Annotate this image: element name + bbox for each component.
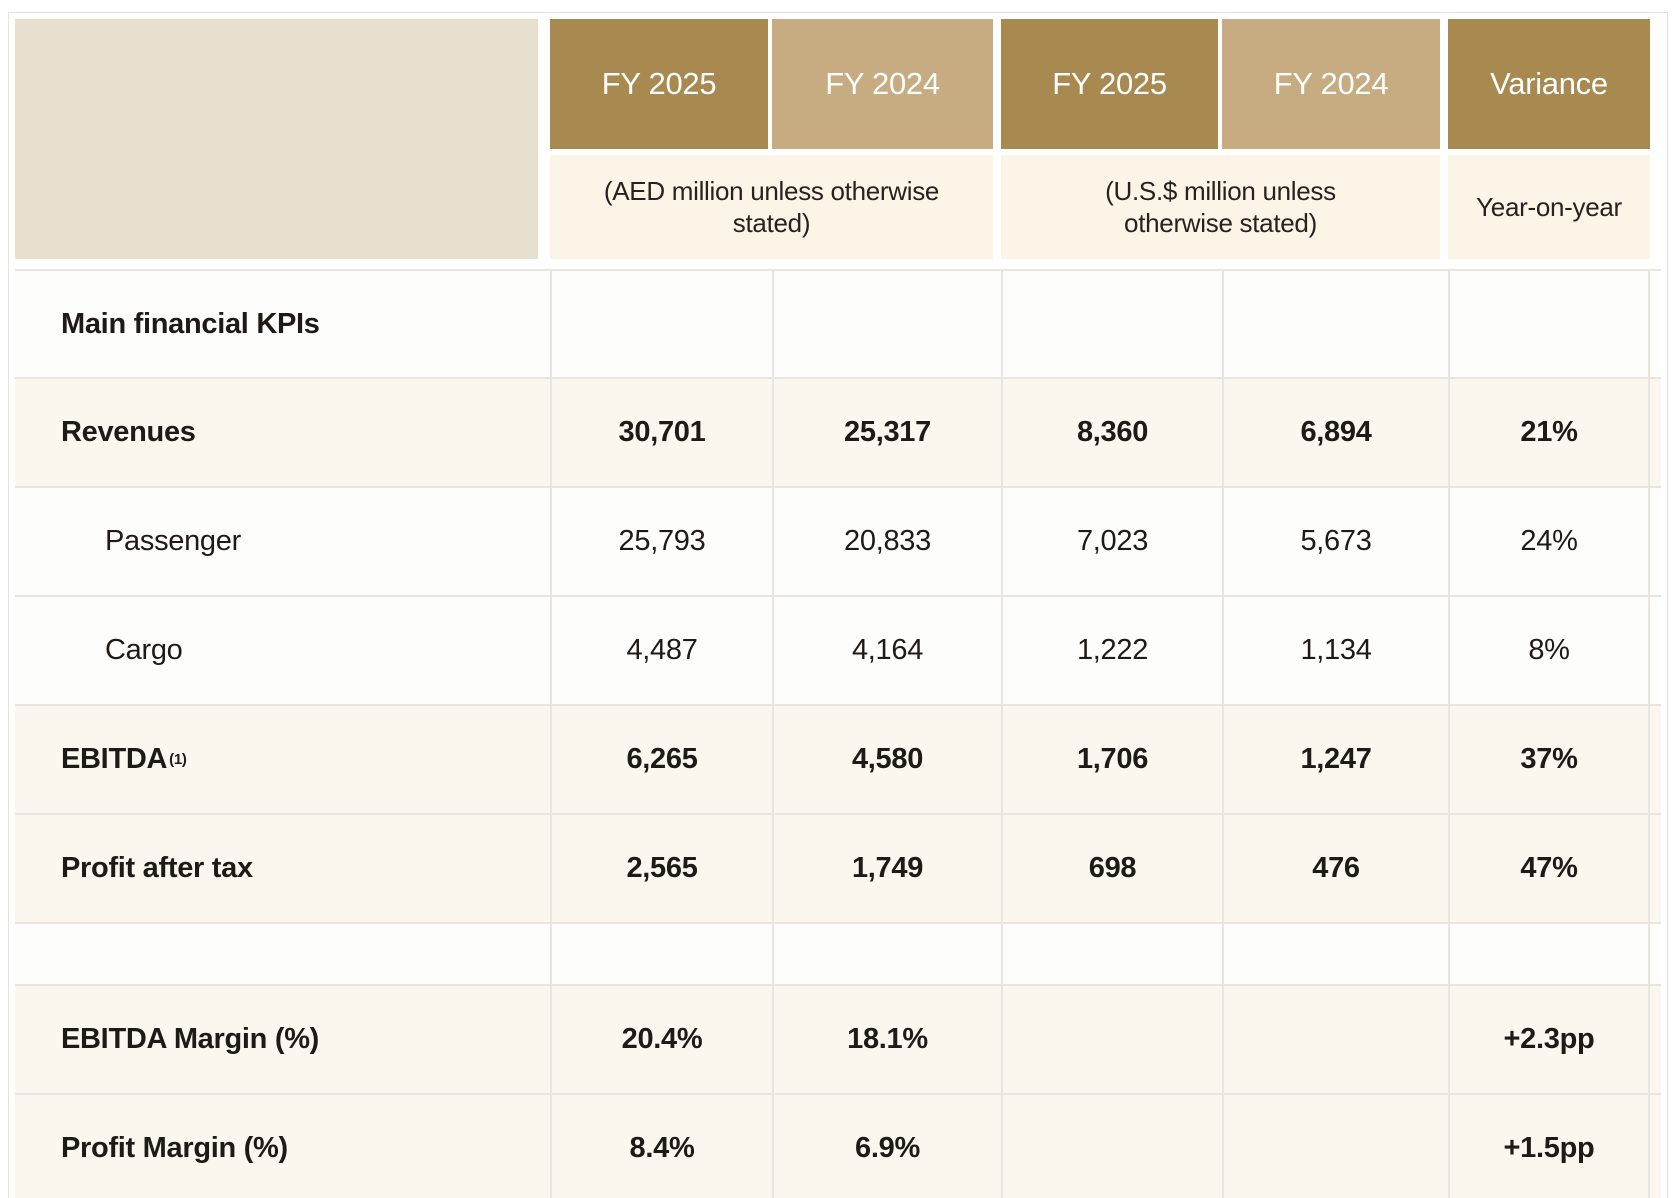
unit-note-variance: Year-on-year — [1448, 155, 1650, 259]
value-usd-fy2024 — [1222, 271, 1448, 377]
unit-note-usd: (U.S.$ million unless otherwise stated) — [1001, 155, 1440, 259]
row-label-text: Revenues — [61, 416, 196, 448]
value-usd-fy2025: 698 — [1001, 815, 1222, 922]
table-row — [15, 922, 1661, 984]
value-variance — [1448, 924, 1650, 984]
value-usd-fy2024: 1,134 — [1222, 597, 1448, 704]
table-row: EBITDA Margin (%) 20.4% 18.1% +2.3pp — [15, 984, 1661, 1093]
column-header-fy2025-usd: FY 2025 — [1001, 19, 1218, 149]
value-variance: +2.3pp — [1448, 986, 1650, 1093]
unit-note-aed: (AED million unless otherwise stated) — [550, 155, 993, 259]
column-header-fy2025-aed: FY 2025 — [550, 19, 768, 149]
header-group-aed: FY 2025 FY 2024 (AED million unless othe… — [550, 19, 993, 259]
row-label: Passenger — [15, 488, 550, 595]
value-usd-fy2025 — [1001, 271, 1222, 377]
value-usd-fy2025: 8,360 — [1001, 379, 1222, 486]
value-usd-fy2024: 1,247 — [1222, 706, 1448, 813]
value-usd-fy2025 — [1001, 986, 1222, 1093]
row-label-text: Passenger — [105, 525, 241, 557]
value-usd-fy2025: 7,023 — [1001, 488, 1222, 595]
row-label-text: EBITDA Margin (%) — [61, 1023, 320, 1055]
value-aed-fy2024: 1,749 — [772, 815, 1001, 922]
value-usd-fy2024 — [1222, 924, 1448, 984]
value-variance: 8% — [1448, 597, 1650, 704]
column-header-fy2024-aed: FY 2024 — [772, 19, 993, 149]
table-row: Profit Margin (%) 8.4% 6.9% +1.5pp — [15, 1093, 1661, 1198]
row-label: EBITDA Margin (%) — [15, 986, 550, 1093]
value-aed-fy2024: 4,580 — [772, 706, 1001, 813]
header-group-usd-cells: FY 2025 FY 2024 — [1001, 19, 1440, 149]
value-usd-fy2025 — [1001, 924, 1222, 984]
value-aed-fy2025: 4,487 — [550, 597, 772, 704]
value-aed-fy2025: 30,701 — [550, 379, 772, 486]
value-usd-fy2024: 5,673 — [1222, 488, 1448, 595]
table-row: Revenues 30,701 25,317 8,360 6,894 21% — [15, 377, 1661, 486]
value-aed-fy2025: 20.4% — [550, 986, 772, 1093]
table-row: Profit after tax 2,565 1,749 698 476 47% — [15, 813, 1661, 922]
value-usd-fy2024: 476 — [1222, 815, 1448, 922]
value-aed-fy2024 — [772, 924, 1001, 984]
value-variance: 47% — [1448, 815, 1650, 922]
value-aed-fy2025: 25,793 — [550, 488, 772, 595]
value-aed-fy2025: 2,565 — [550, 815, 772, 922]
row-label: Revenues — [15, 379, 550, 486]
row-label-text: Cargo — [105, 634, 183, 666]
table-frame: FY 2025 FY 2024 (AED million unless othe… — [8, 12, 1668, 1198]
row-label: Profit Margin (%) — [15, 1095, 550, 1198]
value-aed-fy2024: 25,317 — [772, 379, 1001, 486]
row-label: Profit after tax — [15, 815, 550, 922]
row-label — [15, 924, 550, 984]
value-aed-fy2025: 8.4% — [550, 1095, 772, 1198]
value-aed-fy2025 — [550, 924, 772, 984]
table-body: Main financial KPIs Revenues 30,701 25,3… — [15, 269, 1661, 1198]
value-variance: 37% — [1448, 706, 1650, 813]
value-aed-fy2024: 6.9% — [772, 1095, 1001, 1198]
value-usd-fy2025: 1,706 — [1001, 706, 1222, 813]
value-aed-fy2024 — [772, 271, 1001, 377]
column-header-fy2024-usd: FY 2024 — [1222, 19, 1440, 149]
header-group-usd: FY 2025 FY 2024 (U.S.$ million unless ot… — [1001, 19, 1440, 259]
value-usd-fy2025 — [1001, 1095, 1222, 1198]
value-aed-fy2025: 6,265 — [550, 706, 772, 813]
table-row: EBITDA (1) 6,265 4,580 1,706 1,247 37% — [15, 704, 1661, 813]
table-row: Cargo 4,487 4,164 1,222 1,134 8% — [15, 595, 1661, 704]
value-usd-fy2025: 1,222 — [1001, 597, 1222, 704]
table-header: FY 2025 FY 2024 (AED million unless othe… — [15, 19, 1661, 259]
value-usd-fy2024: 6,894 — [1222, 379, 1448, 486]
row-label: Cargo — [15, 597, 550, 704]
value-variance: 24% — [1448, 488, 1650, 595]
row-label-text: Main financial KPIs — [61, 307, 320, 340]
header-group-variance-cells: Variance — [1448, 19, 1650, 149]
value-variance: +1.5pp — [1448, 1095, 1650, 1198]
table-row: Main financial KPIs — [15, 269, 1661, 377]
value-aed-fy2025 — [550, 271, 772, 377]
value-aed-fy2024: 4,164 — [772, 597, 1001, 704]
row-label: Main financial KPIs — [15, 271, 550, 377]
header-corner-block — [15, 19, 538, 259]
value-usd-fy2024 — [1222, 986, 1448, 1093]
row-label-text: EBITDA — [61, 743, 168, 775]
value-usd-fy2024 — [1222, 1095, 1448, 1198]
value-aed-fy2024: 18.1% — [772, 986, 1001, 1093]
header-group-aed-cells: FY 2025 FY 2024 — [550, 19, 993, 149]
value-variance — [1448, 271, 1650, 377]
value-aed-fy2024: 20,833 — [772, 488, 1001, 595]
row-label-text: Profit after tax — [61, 852, 253, 884]
header-group-variance: Variance Year-on-year — [1448, 19, 1650, 259]
column-header-variance: Variance — [1448, 19, 1650, 149]
table-row: Passenger 25,793 20,833 7,023 5,673 24% — [15, 486, 1661, 595]
row-label-text: Profit Margin (%) — [61, 1132, 288, 1164]
value-variance: 21% — [1448, 379, 1650, 486]
row-label: EBITDA (1) — [61, 743, 187, 775]
